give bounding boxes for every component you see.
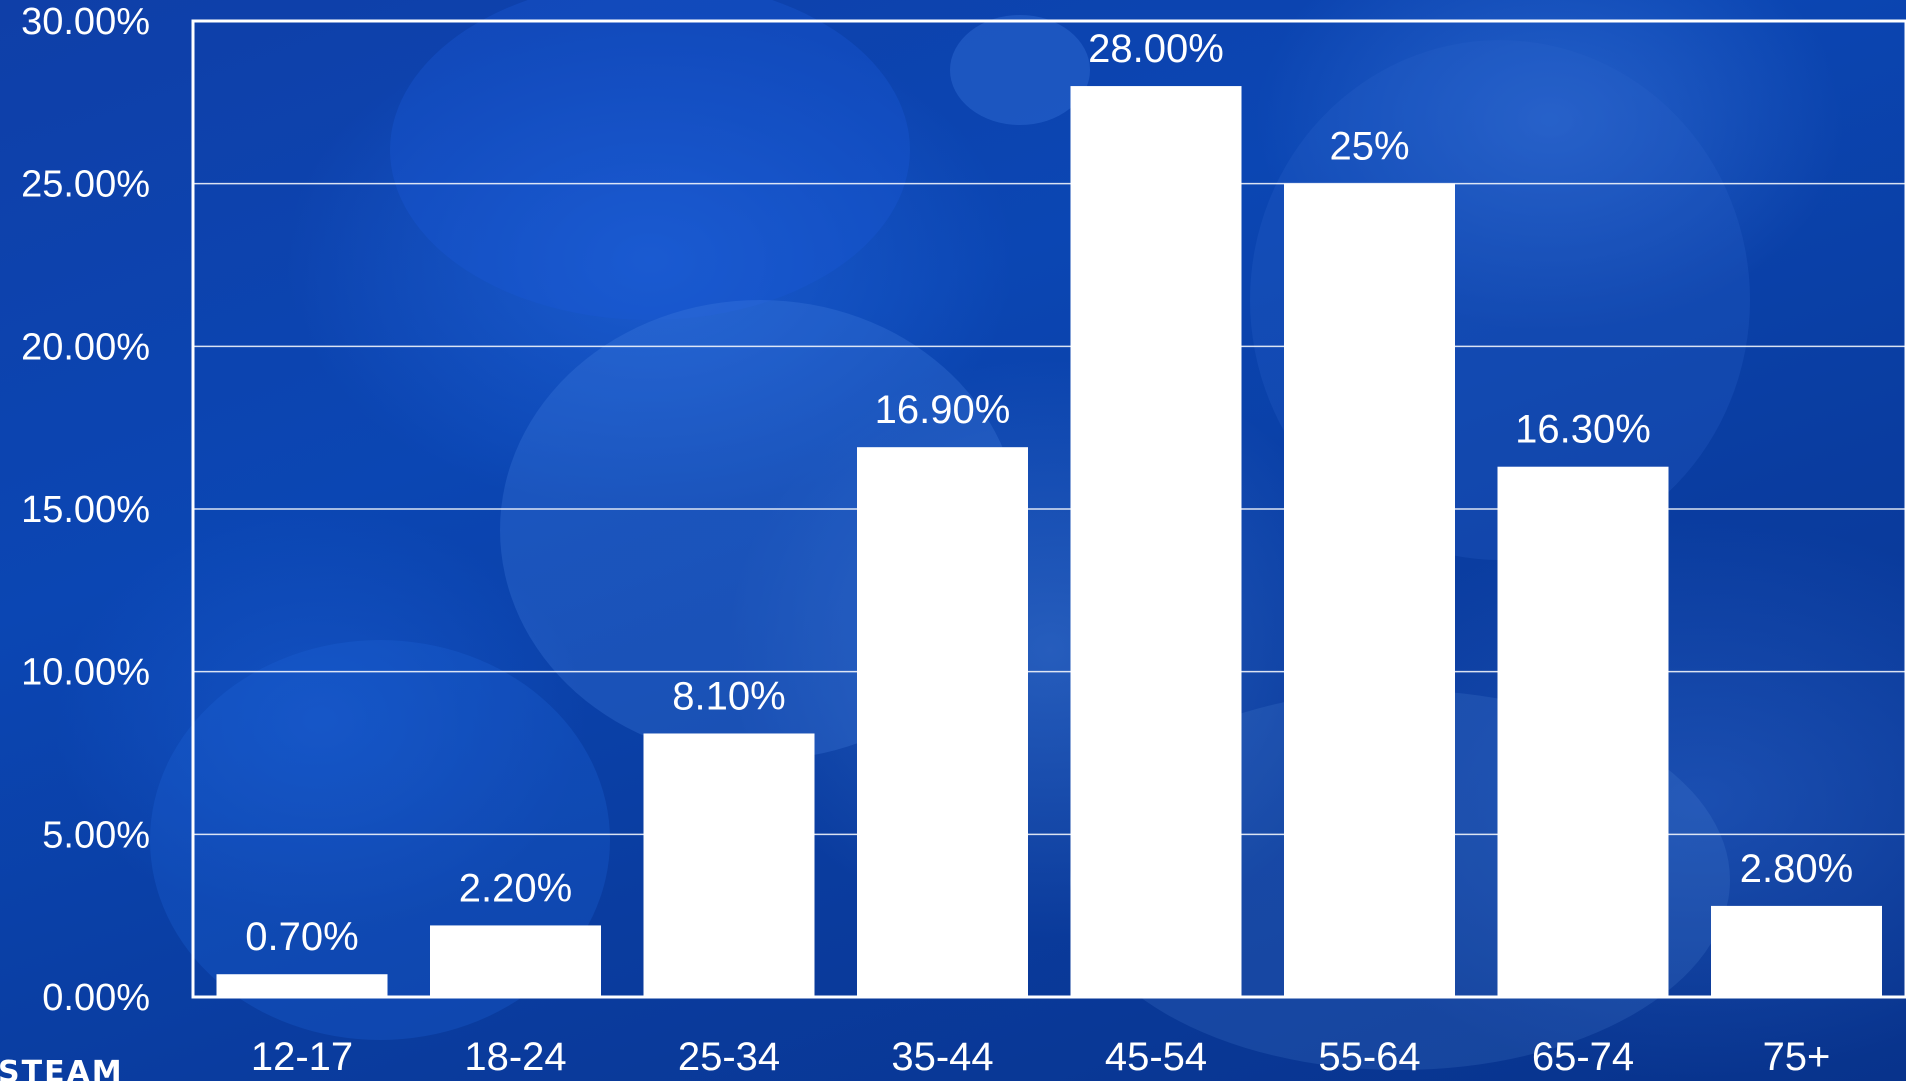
x-category-label: 18-24 [464, 1035, 566, 1079]
y-axis-ticks: 0.00% 5.00% 10.00% 15.00% 20.00% 25.00% 30.00% [21, 1, 150, 1019]
x-category-label: 45-54 [1105, 1035, 1207, 1079]
bar-12-17 [216, 974, 388, 997]
data-label: 8.10% [672, 674, 785, 718]
y-tick-label: 30.00% [21, 1, 150, 43]
x-category-label: 25-34 [678, 1035, 780, 1079]
x-category-label: 55-64 [1318, 1035, 1420, 1079]
x-axis-categories: 12-17 18-24 25-34 35-44 45-54 55-64 65-74 75+ [251, 1035, 1831, 1079]
y-tick-label: 10.00% [21, 652, 150, 694]
bar-18-24 [430, 925, 601, 997]
data-label: 16.90% [875, 388, 1011, 432]
bar-55-64 [1284, 183, 1455, 997]
y-tick-label: 0.00% [42, 977, 150, 1019]
x-category-label: 75+ [1763, 1035, 1831, 1079]
y-tick-label: 25.00% [21, 164, 150, 206]
x-category-label: 65-74 [1532, 1035, 1634, 1079]
bars [216, 86, 1882, 998]
y-tick-label: 15.00% [21, 489, 150, 531]
bar-75plus [1711, 905, 1882, 997]
bar-45-54 [1070, 86, 1242, 998]
y-tick-label: 5.00% [42, 814, 150, 856]
x-category-label: 35-44 [891, 1035, 993, 1079]
data-label: 0.70% [245, 915, 358, 959]
bar-65-74 [1497, 466, 1669, 997]
bar-25-34 [643, 733, 815, 997]
plot-area-border [191, 19, 1906, 999]
data-label: 25% [1329, 125, 1409, 169]
data-label: 28.00% [1088, 27, 1224, 71]
bar-35-44 [857, 447, 1028, 998]
data-label: 16.30% [1515, 408, 1651, 452]
logo-text: STEAM [0, 1055, 124, 1081]
x-category-label: 12-17 [251, 1035, 353, 1079]
data-label: 2.20% [459, 866, 572, 910]
data-label: 2.80% [1740, 847, 1853, 891]
y-tick-label: 20.00% [21, 326, 150, 368]
data-labels: 0.70% 2.20% 8.10% 16.90% 28.00% 25% 16.30% 2.80… [245, 27, 1853, 959]
